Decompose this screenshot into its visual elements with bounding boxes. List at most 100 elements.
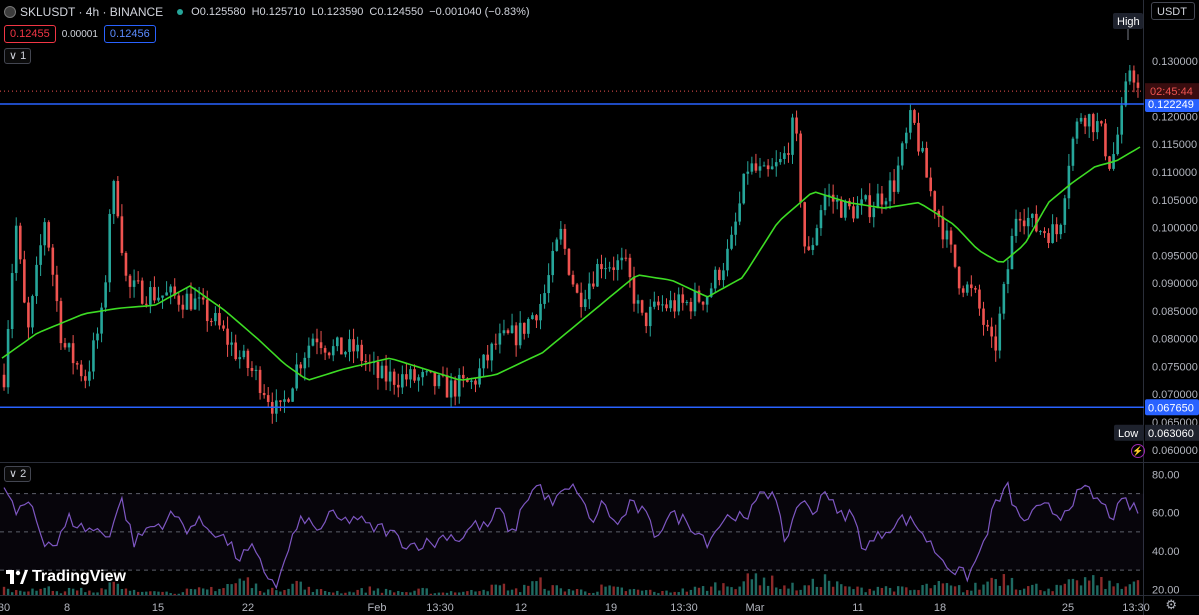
volume-bar bbox=[888, 587, 892, 595]
volume-bar bbox=[901, 586, 904, 595]
candle-body bbox=[998, 313, 1002, 351]
volume-bar bbox=[307, 586, 311, 595]
volume-bar bbox=[827, 580, 831, 595]
volume-bar bbox=[470, 589, 473, 595]
volume-bar bbox=[478, 591, 481, 595]
symbol-title[interactable]: SKLUSDT · 4h · BINANCE bbox=[20, 5, 164, 19]
volume-bar bbox=[815, 586, 819, 595]
volume-bar bbox=[84, 592, 87, 595]
spread-value: 0.00001 bbox=[61, 28, 98, 40]
candle-body bbox=[563, 228, 567, 249]
volume-bar bbox=[145, 591, 148, 595]
volume-bar bbox=[746, 573, 749, 595]
volume-bar bbox=[1002, 574, 1006, 595]
volume-bar bbox=[799, 589, 802, 595]
volume-bar bbox=[937, 581, 941, 595]
candle-body bbox=[266, 395, 270, 402]
volume-bar bbox=[466, 591, 469, 595]
volume-bar bbox=[1027, 586, 1030, 595]
volume-bar bbox=[750, 579, 754, 595]
volume-bar bbox=[71, 588, 75, 595]
candle-body bbox=[149, 287, 152, 305]
volume-bar bbox=[953, 586, 957, 595]
candle-body bbox=[344, 351, 347, 355]
candle-body bbox=[254, 369, 258, 371]
volume-bar bbox=[1022, 588, 1026, 595]
volume-bar bbox=[128, 590, 132, 595]
candle-body bbox=[839, 199, 843, 218]
volume-bar bbox=[848, 586, 851, 595]
volume-bar bbox=[2, 586, 6, 595]
volume-bar bbox=[872, 590, 875, 595]
candle-body bbox=[67, 343, 71, 348]
volume-bar bbox=[1006, 585, 1010, 595]
volume-bar bbox=[791, 582, 794, 595]
volume-bar bbox=[449, 591, 453, 595]
volume-bar bbox=[1059, 585, 1062, 595]
volume-bar bbox=[173, 593, 176, 595]
time-tick-label: 19 bbox=[605, 602, 617, 614]
candle-body bbox=[494, 343, 498, 345]
sell-button[interactable]: 0.12455 bbox=[4, 25, 56, 43]
candle-body bbox=[1128, 70, 1132, 82]
candle-body bbox=[600, 264, 603, 270]
candle-body bbox=[856, 205, 859, 219]
volume-bar bbox=[592, 592, 595, 595]
volume-bar bbox=[563, 591, 567, 595]
candle-body bbox=[527, 319, 530, 334]
pane1-collapse-button[interactable]: ∨ 1 bbox=[4, 48, 32, 64]
candle-body bbox=[730, 234, 733, 249]
lightning-icon[interactable]: ⚡ bbox=[1131, 444, 1145, 458]
candle-body bbox=[140, 280, 144, 304]
candle-body bbox=[1100, 121, 1103, 124]
volume-bar bbox=[612, 586, 615, 595]
candle-body bbox=[929, 177, 932, 192]
ohlc-close: C0.124550 bbox=[369, 6, 424, 18]
volume-bar bbox=[779, 589, 782, 595]
candle-body bbox=[1116, 134, 1119, 155]
volume-bar bbox=[994, 579, 997, 595]
candle-body bbox=[624, 257, 628, 259]
gear-icon[interactable]: ⚙ bbox=[1165, 597, 1177, 612]
volume-bar bbox=[218, 588, 221, 595]
candle-body bbox=[445, 375, 449, 398]
candle-body bbox=[583, 299, 587, 308]
candle-body bbox=[896, 165, 900, 192]
candle-body bbox=[571, 274, 575, 285]
volume-bar bbox=[807, 585, 810, 595]
pane2-collapse-button[interactable]: ∨ 2 bbox=[4, 466, 32, 482]
candle-body bbox=[388, 371, 392, 382]
time-tick-label: 15 bbox=[152, 602, 164, 614]
time-tick-label: 22 bbox=[242, 602, 254, 614]
candle-body bbox=[84, 376, 87, 381]
candle-body bbox=[205, 299, 209, 322]
candle-body bbox=[917, 122, 920, 152]
volume-bar bbox=[673, 591, 676, 595]
volume-bar bbox=[823, 574, 827, 595]
candle-body bbox=[510, 325, 514, 334]
price-tick-label: 0.080000 bbox=[1152, 334, 1198, 346]
price-tick-label: 0.105000 bbox=[1152, 195, 1198, 207]
candle-body bbox=[6, 329, 10, 388]
volume-bar bbox=[55, 591, 59, 595]
candle-body bbox=[181, 304, 185, 310]
volume-bar bbox=[653, 591, 656, 595]
candle-body bbox=[604, 268, 607, 270]
volume-bar bbox=[27, 591, 30, 595]
volume-bar bbox=[262, 592, 266, 595]
candle-body bbox=[51, 247, 55, 275]
currency-selector[interactable]: USDT bbox=[1151, 2, 1195, 20]
volume-bar bbox=[852, 589, 855, 595]
time-tick-label: 25 bbox=[1062, 602, 1074, 614]
buy-button[interactable]: 0.12456 bbox=[103, 25, 156, 43]
candle-body bbox=[466, 378, 469, 382]
trade-buttons: 0.12455 0.00001 0.12456 bbox=[4, 25, 156, 43]
volume-bar bbox=[364, 592, 367, 595]
candle-body bbox=[279, 400, 282, 402]
volume-bar bbox=[336, 590, 339, 595]
volume-bar bbox=[669, 592, 672, 595]
volume-bar bbox=[1083, 577, 1087, 595]
candle-body bbox=[925, 147, 928, 178]
candle-body bbox=[1079, 117, 1083, 122]
